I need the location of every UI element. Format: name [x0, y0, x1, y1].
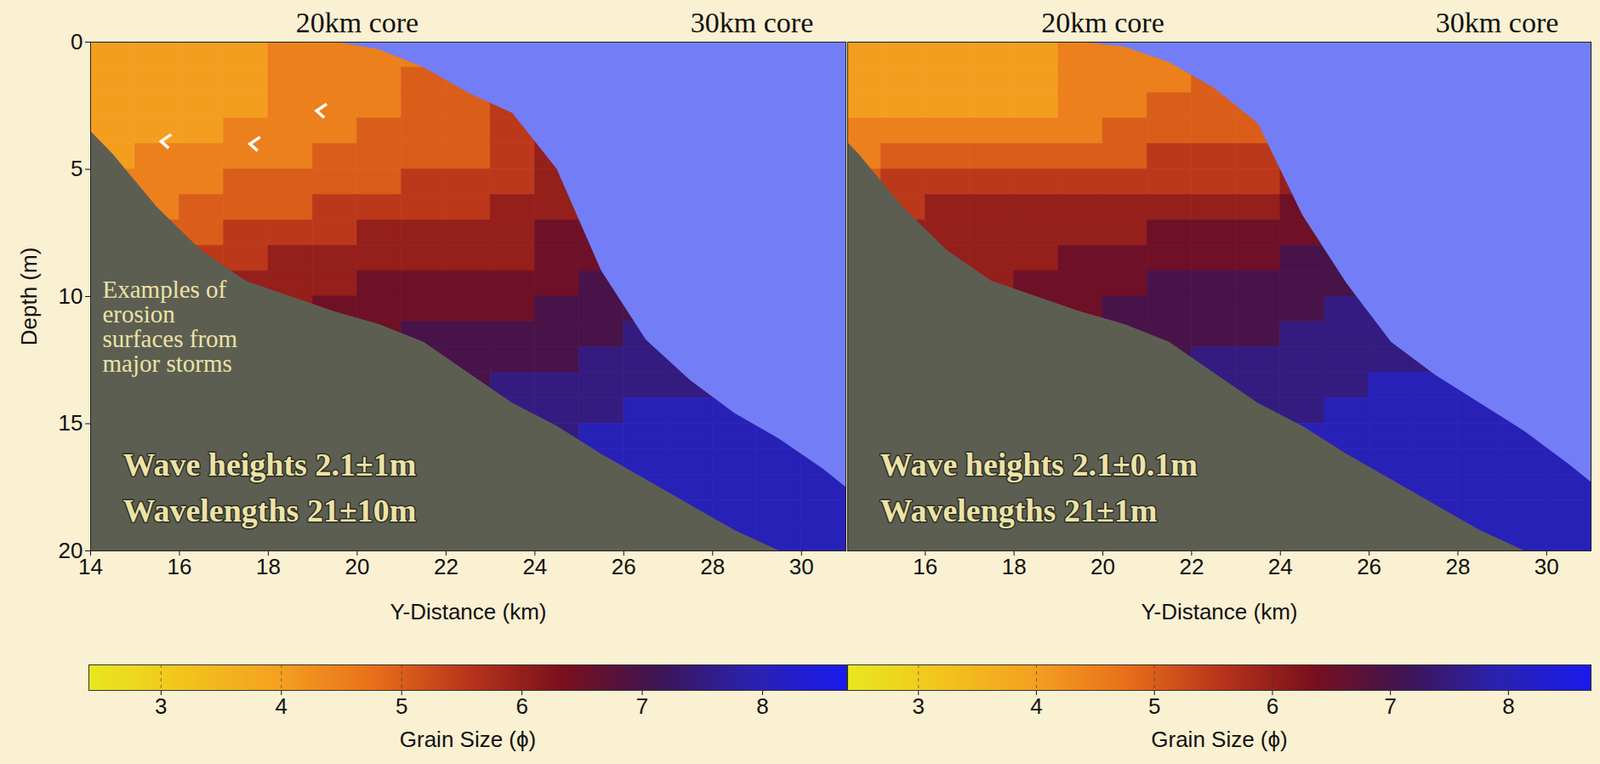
svg-text:20km core: 20km core: [1041, 6, 1164, 39]
svg-text:20: 20: [58, 537, 83, 563]
svg-text:Wave heights 2.1±1m: Wave heights 2.1±1m: [123, 446, 417, 483]
svg-text:20km core: 20km core: [296, 6, 419, 39]
svg-text:Grain Size (ϕ): Grain Size (ϕ): [399, 726, 536, 752]
svg-text:16: 16: [912, 553, 938, 580]
svg-text:4: 4: [275, 693, 288, 719]
svg-text:5: 5: [70, 155, 83, 182]
svg-text:5: 5: [1148, 693, 1161, 719]
svg-text:8: 8: [1502, 693, 1515, 719]
svg-text:18: 18: [256, 553, 281, 580]
svg-text:4: 4: [1030, 693, 1042, 719]
svg-text:7: 7: [1383, 693, 1396, 719]
svg-text:26: 26: [1356, 553, 1382, 580]
svg-text:22: 22: [433, 553, 459, 580]
svg-text:Wave heights 2.1±0.1m: Wave heights 2.1±0.1m: [880, 446, 1198, 483]
svg-text:Depth (m): Depth (m): [16, 247, 42, 347]
svg-text:3: 3: [154, 693, 167, 719]
svg-text:18: 18: [1002, 553, 1027, 580]
svg-text:30km core: 30km core: [690, 6, 814, 39]
svg-text:20: 20: [1090, 553, 1116, 580]
svg-text:6: 6: [1266, 693, 1279, 719]
svg-text:24: 24: [1268, 553, 1293, 580]
svg-text:5: 5: [395, 693, 408, 719]
svg-text:0: 0: [70, 28, 83, 55]
svg-text:Y-Distance (km): Y-Distance (km): [390, 598, 547, 625]
svg-text:15: 15: [58, 409, 84, 436]
svg-text:28: 28: [700, 553, 725, 580]
svg-text:7: 7: [636, 693, 649, 719]
svg-text:30: 30: [789, 553, 815, 580]
svg-text:Grain Size (ϕ): Grain Size (ϕ): [1150, 726, 1287, 752]
svg-text:3: 3: [912, 693, 925, 719]
svg-text:14: 14: [78, 553, 103, 580]
svg-text:28: 28: [1446, 553, 1471, 580]
svg-text:10: 10: [58, 283, 84, 309]
svg-text:24: 24: [522, 553, 547, 580]
svg-text:8: 8: [756, 693, 769, 719]
svg-text:16: 16: [167, 553, 193, 580]
svg-text:6: 6: [515, 693, 528, 719]
svg-text:22: 22: [1178, 553, 1204, 580]
svg-text:30: 30: [1534, 553, 1560, 580]
svg-text:30km core: 30km core: [1435, 6, 1559, 39]
svg-text:Wavelengths 21±10m: Wavelengths 21±10m: [123, 492, 417, 529]
svg-text:Y-Distance (km): Y-Distance (km): [1141, 598, 1299, 625]
svg-text:Wavelengths 21±1m: Wavelengths 21±1m: [880, 492, 1158, 529]
svg-text:20: 20: [344, 553, 370, 580]
svg-text:Examples oferosionsurfaces fro: Examples oferosionsurfaces frommajor sto…: [102, 275, 239, 377]
svg-text:26: 26: [611, 553, 637, 580]
